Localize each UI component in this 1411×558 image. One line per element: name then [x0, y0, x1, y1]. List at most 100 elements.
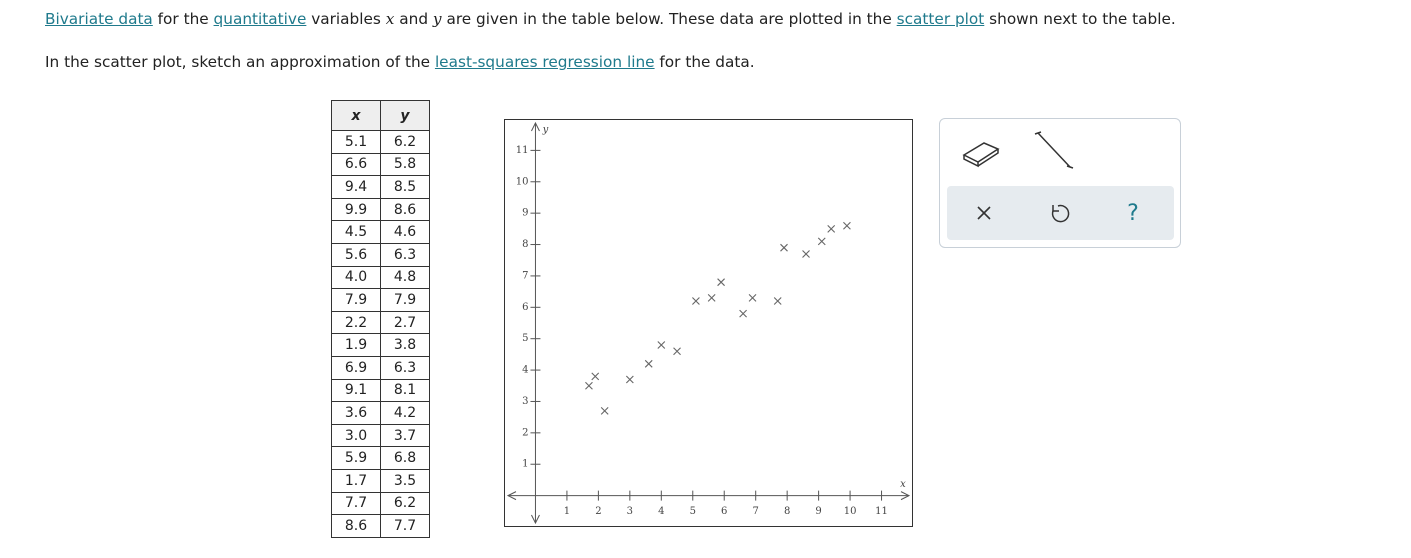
- y-tick-label: 10: [516, 176, 529, 187]
- text: x: [385, 10, 395, 28]
- line-tool[interactable]: [1034, 131, 1074, 169]
- table-row: 1.9 3.8: [331, 333, 430, 357]
- clear-button[interactable]: [977, 206, 991, 220]
- data-table: x y 5.1 6.2 6.6 5.8 9.4 8.5 9.9 8.6 4.5 4.6 5.6 6.3 4.…: [331, 100, 430, 538]
- table-row: 7.9 7.9: [331, 288, 430, 312]
- table-cell: 5.9: [331, 446, 381, 470]
- text: y: [432, 10, 442, 28]
- data-point: [625, 375, 634, 384]
- glossary-link[interactable]: scatter plot: [896, 10, 985, 28]
- table-row: 8.6 7.7: [331, 514, 430, 538]
- table-cell: 3.6: [331, 401, 381, 425]
- y-tick-label: 9: [522, 208, 528, 219]
- data-point: [748, 294, 757, 302]
- table-cell: 9.4: [331, 175, 381, 199]
- data-point: [773, 297, 782, 305]
- table-cell: 5.6: [331, 242, 381, 267]
- x-tick-label: 7: [753, 506, 759, 517]
- table-cell: 6.2: [380, 491, 430, 516]
- eraser-tool[interactable]: [962, 142, 1000, 168]
- table-row: 9.9 8.6: [331, 197, 430, 222]
- data-point: [657, 341, 666, 349]
- table-row: 5.1 6.2: [331, 130, 430, 154]
- x-axis-label: x: [900, 479, 906, 490]
- table-cell: 3.5: [380, 468, 430, 493]
- x-tick-label: 6: [721, 506, 727, 517]
- y-tick-label: 3: [522, 396, 528, 407]
- tool-icons: [962, 131, 1074, 169]
- x-tick-label: 11: [875, 506, 888, 517]
- x-tick-label: 8: [784, 506, 790, 517]
- table-cell: 5.8: [380, 152, 430, 177]
- table-row: 5.9 6.8: [331, 446, 430, 470]
- glossary-link[interactable]: Bivariate data: [45, 10, 153, 28]
- table-row: 1.7 3.5: [331, 468, 430, 493]
- y-tick-label: 11: [516, 145, 529, 156]
- text: for the: [152, 10, 214, 28]
- table-row: 4.5 4.6: [331, 220, 430, 244]
- x-tick-label: 9: [815, 506, 821, 517]
- table-row: 7.7 6.2: [331, 491, 430, 516]
- table-row: 3.6 4.2: [331, 401, 430, 425]
- table-row: 9.1 8.1: [331, 378, 430, 403]
- data-point: [739, 309, 747, 318]
- data-point: [780, 243, 788, 252]
- glossary-link[interactable]: quantitative: [213, 10, 307, 28]
- table-cell: 2.7: [380, 310, 430, 335]
- table-cell: 4.2: [380, 401, 430, 425]
- table-cell: 6.2: [380, 130, 430, 154]
- text: are given in the table below. These data…: [441, 10, 897, 28]
- table-cell: 7.7: [380, 514, 430, 538]
- data-point: [843, 221, 851, 230]
- data-point: [673, 347, 681, 356]
- instruction-line: In the scatter plot, sketch an approxima…: [45, 53, 755, 71]
- help-button[interactable]: ?: [1127, 201, 1139, 226]
- data-point: [591, 372, 600, 381]
- undo-button[interactable]: [1051, 204, 1070, 223]
- text: In the scatter plot, sketch an approxima…: [45, 53, 435, 71]
- y-tick-label: 4: [522, 365, 528, 376]
- data-point: [717, 278, 725, 287]
- action-icons: ?: [977, 201, 1139, 226]
- table-row: 6.9 6.3: [331, 355, 430, 380]
- table-cell: 3.7: [380, 423, 430, 448]
- x-tick-label: 5: [690, 506, 696, 517]
- table-cell: 4.0: [331, 265, 381, 290]
- table-row: 3.0 3.7: [331, 423, 430, 448]
- text: and: [394, 10, 433, 28]
- table-row: 9.4 8.5: [331, 175, 430, 199]
- text: variables: [306, 10, 386, 28]
- table-cell: 8.6: [380, 197, 430, 222]
- y-tick-label: 5: [522, 333, 528, 344]
- x-tick-label: 3: [627, 506, 633, 517]
- table-cell: 4.6: [380, 220, 430, 244]
- table-row: 6.6 5.8: [331, 152, 430, 177]
- glossary-link[interactable]: least-squares regression line: [434, 53, 655, 71]
- y-tick-label: 1: [522, 459, 528, 470]
- table-cell: 3.0: [331, 423, 381, 448]
- table-cell: 8.6: [331, 514, 381, 538]
- table-cell: 8.1: [380, 378, 430, 403]
- table-cell: 6.6: [331, 152, 381, 177]
- table-cell: 7.9: [331, 288, 381, 312]
- table-row: 2.2 2.7: [331, 310, 430, 335]
- plot-frame: [504, 119, 913, 527]
- data-point: [817, 237, 826, 246]
- table-cell: 7.9: [380, 288, 430, 312]
- table-cell: 6.3: [380, 355, 430, 380]
- data-point: [827, 224, 836, 233]
- y-tick-label: 8: [522, 239, 528, 250]
- table-cell: 9.1: [331, 378, 381, 403]
- x-tick-label: 4: [658, 506, 664, 517]
- table-cell: 6.9: [331, 355, 381, 380]
- action-bar: ?: [947, 186, 1174, 240]
- table-row: 4.0 4.8: [331, 265, 430, 290]
- axis-arrows: [506, 121, 911, 525]
- data-point: [644, 359, 653, 368]
- data-point: [585, 381, 593, 390]
- data-point: [802, 250, 810, 258]
- column-header: y: [380, 100, 430, 131]
- x-tick-label: 2: [595, 506, 601, 517]
- table-cell: 4.5: [331, 220, 381, 244]
